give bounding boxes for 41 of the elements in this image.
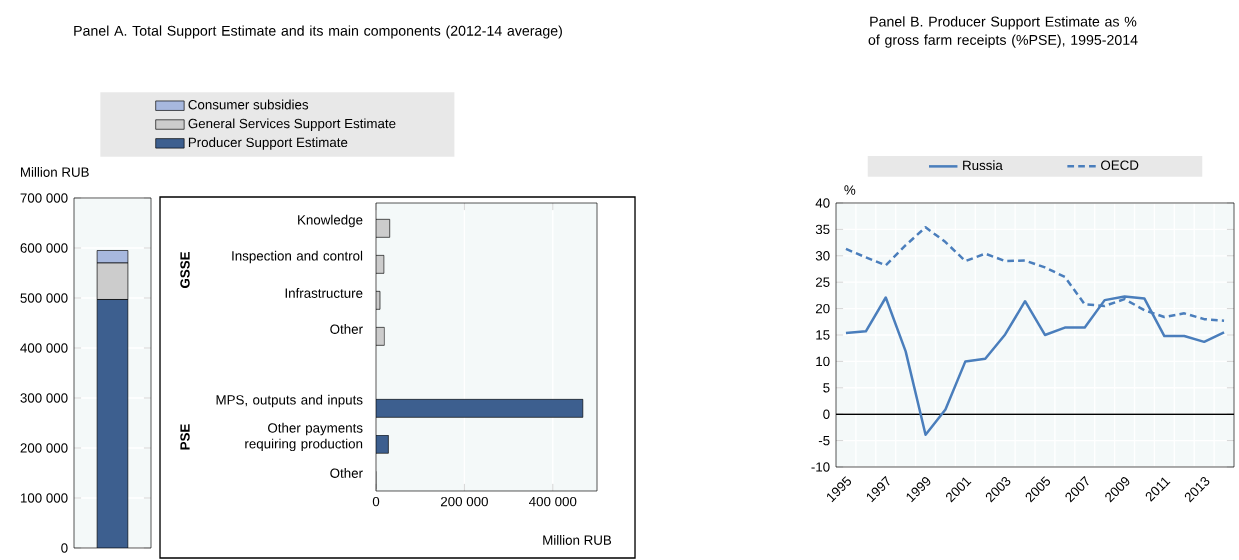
x-axis-title: Million RUB (543, 535, 612, 545)
y-tick-label: 35 (815, 224, 830, 235)
y-tick-label: 15 (816, 330, 830, 340)
x-tick-label: 0 (372, 496, 380, 507)
y-tick-label: -5 (818, 435, 830, 446)
y-axis-title: % (844, 185, 856, 195)
y-tick-label: 40 (815, 198, 830, 208)
y-tick-label: -10 (811, 462, 830, 472)
y-tick-label: 700 000 (20, 193, 68, 203)
text: GSSE (180, 251, 190, 288)
y-tick-label: Inspection and control (232, 250, 363, 264)
y-tick-label: 5 (823, 383, 830, 393)
y-tick-label: 300 000 (20, 393, 68, 403)
text: PSE (180, 424, 190, 450)
chart-title: Panel B. Producer Support Estimate as % of gross farm receipts (%PSE), 1995-2014 (868, 16, 1138, 48)
y-tick-label: 25 (815, 277, 830, 287)
y-tick-label: Other (330, 468, 363, 478)
x-tick-label: 400 000 (529, 496, 577, 507)
y-tick-label: 200 000 (20, 443, 68, 453)
y-tick-label: Other payments requiring production (245, 422, 363, 452)
legend-label: OECD (1101, 160, 1139, 170)
y-tick-label: Infrastructure (285, 288, 363, 298)
y-tick-label: 500 000 (20, 293, 68, 303)
y-tick-label: 100 000 (20, 493, 68, 503)
y-axis-title: Million RUB (21, 167, 89, 177)
y-tick-label: 10 (816, 356, 830, 367)
y-tick-label: 30 (815, 251, 830, 261)
chart-title: Panel A. Total Support Estimate and its main components (2012-14 average) (74, 25, 562, 39)
legend-label: Consumer subsidies (188, 99, 309, 110)
legend-label: Russia (963, 160, 1003, 171)
y-tick-label: 600 000 (20, 243, 68, 253)
legend-label: General Services Support Estimate (188, 118, 396, 131)
legend-label: Producer Support Estimate (188, 137, 348, 150)
y-tick-label: Knowledge (298, 214, 363, 228)
y-tick-label: 400 000 (20, 343, 68, 353)
y-tick-label: Other (330, 324, 363, 334)
y-tick-label: 20 (815, 303, 830, 314)
y-tick-label: MPS, outputs and inputs (216, 394, 363, 408)
y-tick-label: 0 (823, 409, 830, 419)
x-tick-label: 200 000 (440, 496, 488, 507)
y-tick-label: 0 (61, 543, 68, 553)
